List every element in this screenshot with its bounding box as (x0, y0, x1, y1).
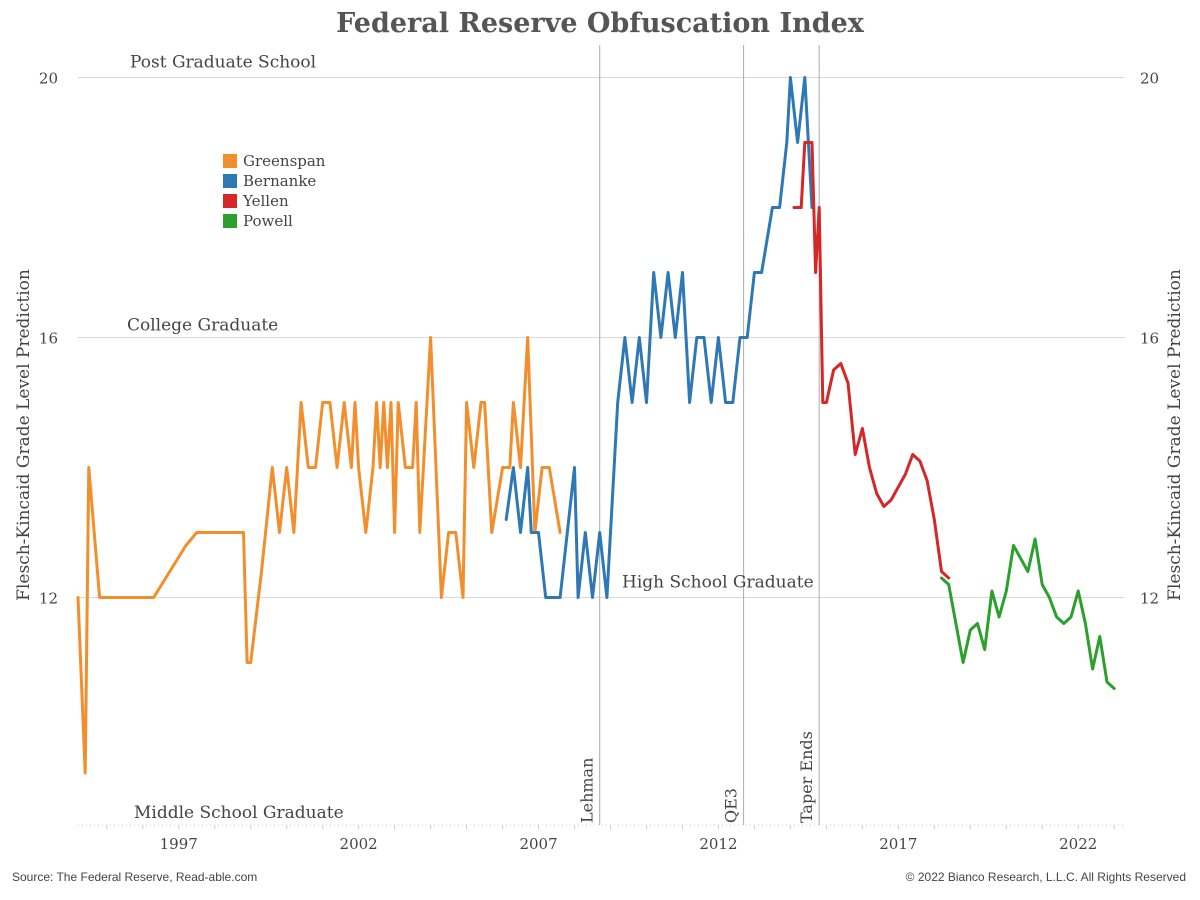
y-tick-label-left: 16 (39, 330, 58, 348)
x-tick-label: 2012 (699, 835, 737, 853)
reference-label: College Graduate (127, 316, 278, 336)
x-tick-label: 2007 (519, 835, 557, 853)
series-line-powell (940, 537, 1116, 690)
source-note: Source: The Federal Reserve, Read-able.c… (12, 870, 258, 884)
legend-label: Yellen (242, 192, 289, 210)
y-tick-label-left: 20 (39, 70, 58, 88)
event-label: Lehman (578, 758, 597, 823)
reference-label: Post Graduate School (130, 52, 316, 72)
y-axis-title-left: Flesch-Kincaid Grade Level Prediction (14, 269, 34, 601)
chart-title: Federal Reserve Obfuscation Index (336, 8, 864, 39)
y-tick-label-right: 20 (1140, 70, 1159, 88)
event-label: Taper Ends (797, 731, 816, 823)
y-tick-label-right: 12 (1140, 590, 1159, 608)
series-line-bernanke (504, 76, 814, 599)
x-tick-label: 2017 (879, 835, 917, 853)
reference-label: Middle School Graduate (134, 803, 344, 823)
legend-swatch (223, 154, 237, 168)
legend-swatch (223, 174, 237, 188)
x-tick-label: 2022 (1059, 835, 1097, 853)
legend-label: Bernanke (243, 172, 316, 190)
y-tick-label-left: 12 (39, 590, 58, 608)
legend-swatch (223, 194, 237, 208)
y-axis-title-right: Flesch-Kincaid Grade Level Prediction (1165, 269, 1185, 601)
reference-label: High School Graduate (622, 572, 814, 592)
series-line-yellen (792, 141, 951, 580)
series-line-greenspan (76, 336, 562, 775)
copyright-note: © 2022 Bianco Research, L.L.C. All Right… (905, 870, 1186, 884)
legend-swatch (223, 214, 237, 228)
x-tick-label: 2002 (340, 835, 378, 853)
y-tick-label-right: 16 (1140, 330, 1159, 348)
x-tick-label: 1997 (160, 835, 198, 853)
legend-label: Powell (243, 212, 293, 230)
legend-label: Greenspan (243, 152, 326, 170)
event-label: QE3 (722, 788, 741, 823)
